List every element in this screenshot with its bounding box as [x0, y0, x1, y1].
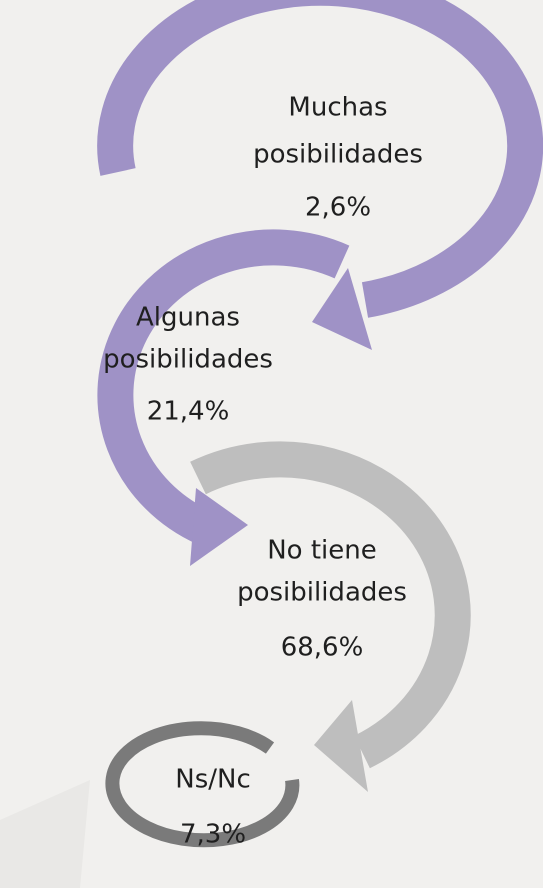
- node-value: 2,6%: [305, 193, 371, 223]
- node-value: 7,3%: [180, 820, 246, 850]
- ring: [105, 721, 300, 848]
- node-label: Ns/Nc: [175, 765, 251, 795]
- node-label: posibilidades: [103, 345, 273, 375]
- node-value: 21,4%: [147, 397, 230, 427]
- node-value: 68,6%: [281, 633, 364, 663]
- node-label: Muchas: [288, 93, 387, 123]
- arrow-head: [190, 488, 248, 566]
- arrow-body: [97, 0, 543, 318]
- node-label: No tiene: [267, 536, 377, 566]
- arrow-body: [97, 229, 350, 545]
- arrow-head: [312, 268, 372, 350]
- node-label: posibilidades: [253, 140, 423, 170]
- arrow-body: [190, 441, 471, 769]
- node-label: Algunas: [136, 303, 240, 333]
- arrow-head: [314, 700, 368, 792]
- background-shape: [0, 780, 90, 888]
- node-label: posibilidades: [237, 578, 407, 608]
